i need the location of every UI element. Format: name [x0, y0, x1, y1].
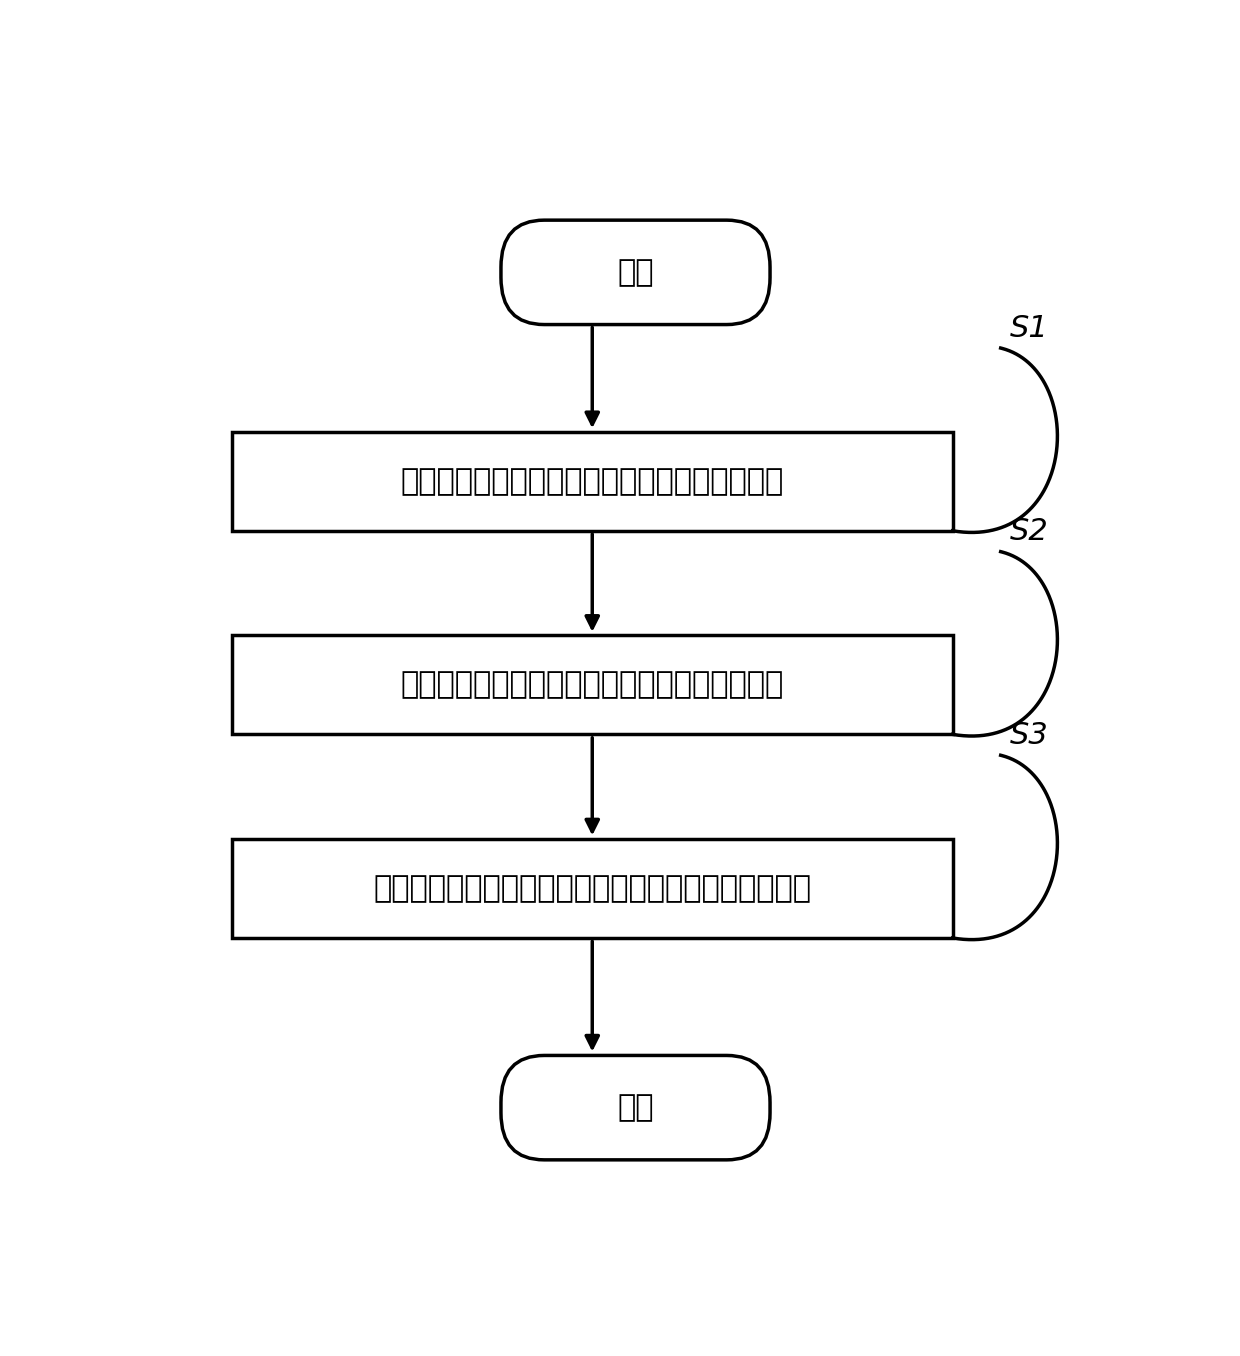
Text: 分别确定两类节点的调度序列，从而得到最终调度序列: 分别确定两类节点的调度序列，从而得到最终调度序列: [373, 873, 811, 903]
Bar: [232, 839, 952, 938]
Text: 结束: 结束: [618, 1093, 653, 1123]
FancyBboxPatch shape: [501, 220, 770, 324]
Bar: [232, 431, 952, 530]
Text: 开始: 开始: [618, 258, 653, 287]
Text: S3: S3: [1011, 721, 1049, 750]
Text: S1: S1: [1011, 313, 1049, 343]
Bar: [232, 635, 952, 735]
FancyBboxPatch shape: [501, 1055, 770, 1159]
Text: 检查充电请求信息，并建立相应的加权拟阵模型: 检查充电请求信息，并建立相应的加权拟阵模型: [401, 466, 784, 496]
Text: 根据建立的模型，使用贪婪算法把节点分为两类: 根据建立的模型，使用贪婪算法把节点分为两类: [401, 670, 784, 700]
Text: S2: S2: [1011, 518, 1049, 546]
